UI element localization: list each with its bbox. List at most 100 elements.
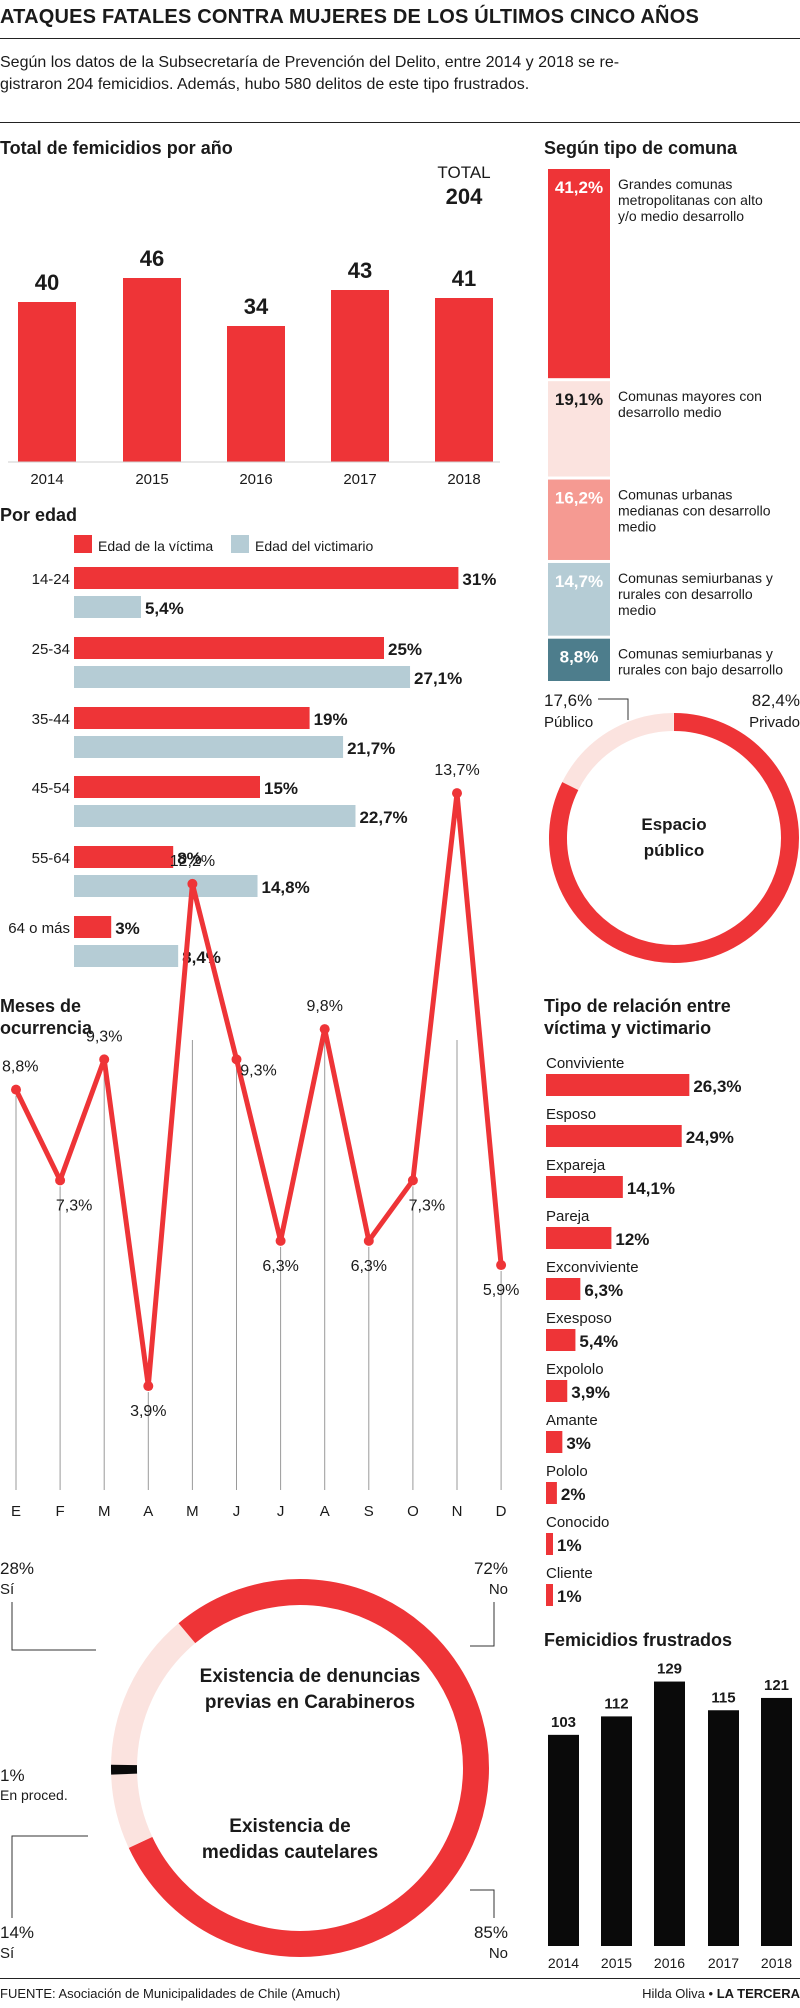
month-tick-3: A (143, 1503, 153, 1520)
comuna-value-3: 14,7% (555, 572, 603, 591)
legend-swatch-offender (231, 535, 249, 553)
frustrated-tick-2016: 2016 (654, 1955, 685, 1971)
comuna-desc-4-1: rurales con bajo desarrollo (618, 662, 783, 678)
intro-line-2: gistraron 204 femicidios. Además, hubo 5… (0, 76, 530, 93)
month-point-2 (99, 1054, 110, 1065)
month-tick-4: M (186, 1503, 199, 1520)
relation-label-5: Exesposo (546, 1310, 612, 1327)
frustrated-value-2015: 112 (604, 1695, 628, 1712)
relation-value-8: 2% (561, 1485, 586, 1504)
denuncias-value-no: 72% (474, 1559, 508, 1578)
brand-name: LA TERCERA (716, 1986, 800, 2001)
comuna-desc-1-0: Comunas mayores con (618, 388, 762, 404)
medidas-value-si: 14% (0, 1923, 34, 1942)
denuncias-arc-no (178, 1579, 489, 1769)
month-point-1 (55, 1175, 66, 1186)
denuncias-value-si: 28% (0, 1559, 34, 1578)
comuna-value-1: 19,1% (555, 390, 603, 409)
year-bar-value-2016: 34 (244, 294, 269, 319)
age-offender-bar-0 (74, 596, 141, 618)
comuna-segment-3 (548, 562, 610, 636)
denuncias-leader-no (470, 1602, 495, 1647)
denuncias-title-2: previas en Carabineros (205, 1692, 415, 1713)
month-tick-6: J (277, 1503, 285, 1520)
month-point-3 (143, 1381, 154, 1392)
month-tick-0: E (11, 1503, 21, 1520)
legend-swatch-victim (74, 535, 92, 553)
year-bar-2014 (18, 302, 76, 462)
denuncias-arc-si (111, 1623, 196, 1769)
frustrated-bar-2017 (708, 1710, 739, 1946)
relation-label-6: Expololo (546, 1361, 604, 1378)
comuna-desc-3-1: rurales con desarrollo (618, 586, 753, 602)
comuna-desc-0-2: y/o medio desarrollo (618, 208, 744, 224)
relation-bar-9 (546, 1533, 553, 1555)
month-tick-2: M (98, 1503, 111, 1520)
age-group-label-2: 35-44 (32, 711, 70, 728)
frustrated-bar-2014 (548, 1734, 579, 1946)
age-chart-title: Por edad (0, 505, 78, 525)
month-point-9 (407, 1175, 418, 1186)
comuna-chart-title: Según tipo de comuna (544, 138, 738, 158)
comuna-desc-4-0: Comunas semiurbanas y (618, 646, 773, 662)
relation-value-3: 12% (615, 1230, 649, 1249)
year-bar-2016 (227, 326, 285, 462)
month-tick-8: S (364, 1503, 374, 1520)
year-tick-2015: 2015 (135, 471, 168, 488)
frustrated-value-2016: 129 (657, 1661, 682, 1678)
frustrated-tick-2015: 2015 (601, 1955, 632, 1971)
intro-text: Según los datos de la Subsecretaría de P… (0, 52, 660, 96)
medidas-label-en-proceso: En proced. (0, 1787, 68, 1803)
relation-label-9: Conocido (546, 1514, 609, 1531)
relation-bar-10 (546, 1584, 553, 1606)
intro-line-1: Según los datos de la Subsecretaría de P… (0, 54, 620, 71)
age-offender-value-2: 21,7% (347, 739, 395, 758)
medidas-label-si: Sí (0, 1945, 15, 1962)
month-point-0 (11, 1084, 21, 1095)
age-offender-bar-5 (74, 945, 179, 967)
relation-title-2: víctima y victimario (544, 1018, 711, 1038)
frustrated-value-2014: 103 (551, 1714, 576, 1731)
public-space-value-public: 17,6% (544, 691, 592, 710)
relation-bar-7 (546, 1431, 563, 1453)
yearly-chart-title: Total de femicidios por año (0, 138, 233, 158)
month-tick-9: O (407, 1503, 419, 1520)
relation-value-4: 6,3% (584, 1281, 623, 1300)
medidas-value-en-proceso: 1% (0, 1766, 25, 1785)
comuna-value-4: 8,8% (560, 648, 599, 667)
comuna-desc-0-1: metropolitanas con alto (618, 192, 763, 208)
denuncias-leader-si (11, 1602, 96, 1651)
age-victim-bar-2 (74, 707, 310, 729)
relation-bar-3 (546, 1227, 612, 1249)
year-tick-2018: 2018 (447, 471, 480, 488)
age-victim-value-1: 25% (388, 640, 422, 659)
month-point-6 (275, 1235, 286, 1246)
medidas-arc-no (128, 1767, 489, 1957)
months-title-2: ocurrencia (0, 1018, 93, 1038)
comuna-value-2: 16,2% (555, 489, 603, 508)
medidas-label-no: No (489, 1945, 508, 1962)
relation-title-1: Tipo de relación entre (544, 996, 731, 1016)
legend-label-victim: Edad de la víctima (98, 538, 213, 554)
frustrated-tick-2018: 2018 (761, 1955, 792, 1971)
age-victim-value-5: 3% (115, 919, 140, 938)
public-space-value-private: 82,4% (752, 691, 800, 710)
frustrated-bar-2016 (654, 1681, 685, 1946)
month-point-8 (363, 1235, 374, 1246)
age-offender-bar-1 (74, 666, 411, 688)
page-title: ATAQUES FATALES CONTRA MUJERES DE LOS ÚL… (0, 6, 699, 28)
relation-bar-6 (546, 1380, 568, 1402)
credit: Hilda Oliva • LA TERCERA (642, 1986, 800, 2001)
intro-rule (0, 122, 800, 123)
age-offender-value-0: 5,4% (145, 599, 184, 618)
year-bar-value-2015: 46 (140, 246, 164, 271)
month-point-11 (496, 1260, 507, 1271)
year-bar-value-2014: 40 (35, 270, 59, 295)
frustrated-value-2017: 115 (711, 1689, 735, 1706)
month-value-6: 6,3% (262, 1258, 298, 1275)
age-victim-bar-4 (74, 846, 174, 868)
medidas-title-1: Existencia de (229, 1816, 350, 1837)
relation-value-2: 14,1% (627, 1179, 675, 1198)
denuncias-title-1: Existencia de denuncias (200, 1666, 421, 1687)
year-bar-2017 (331, 290, 389, 462)
